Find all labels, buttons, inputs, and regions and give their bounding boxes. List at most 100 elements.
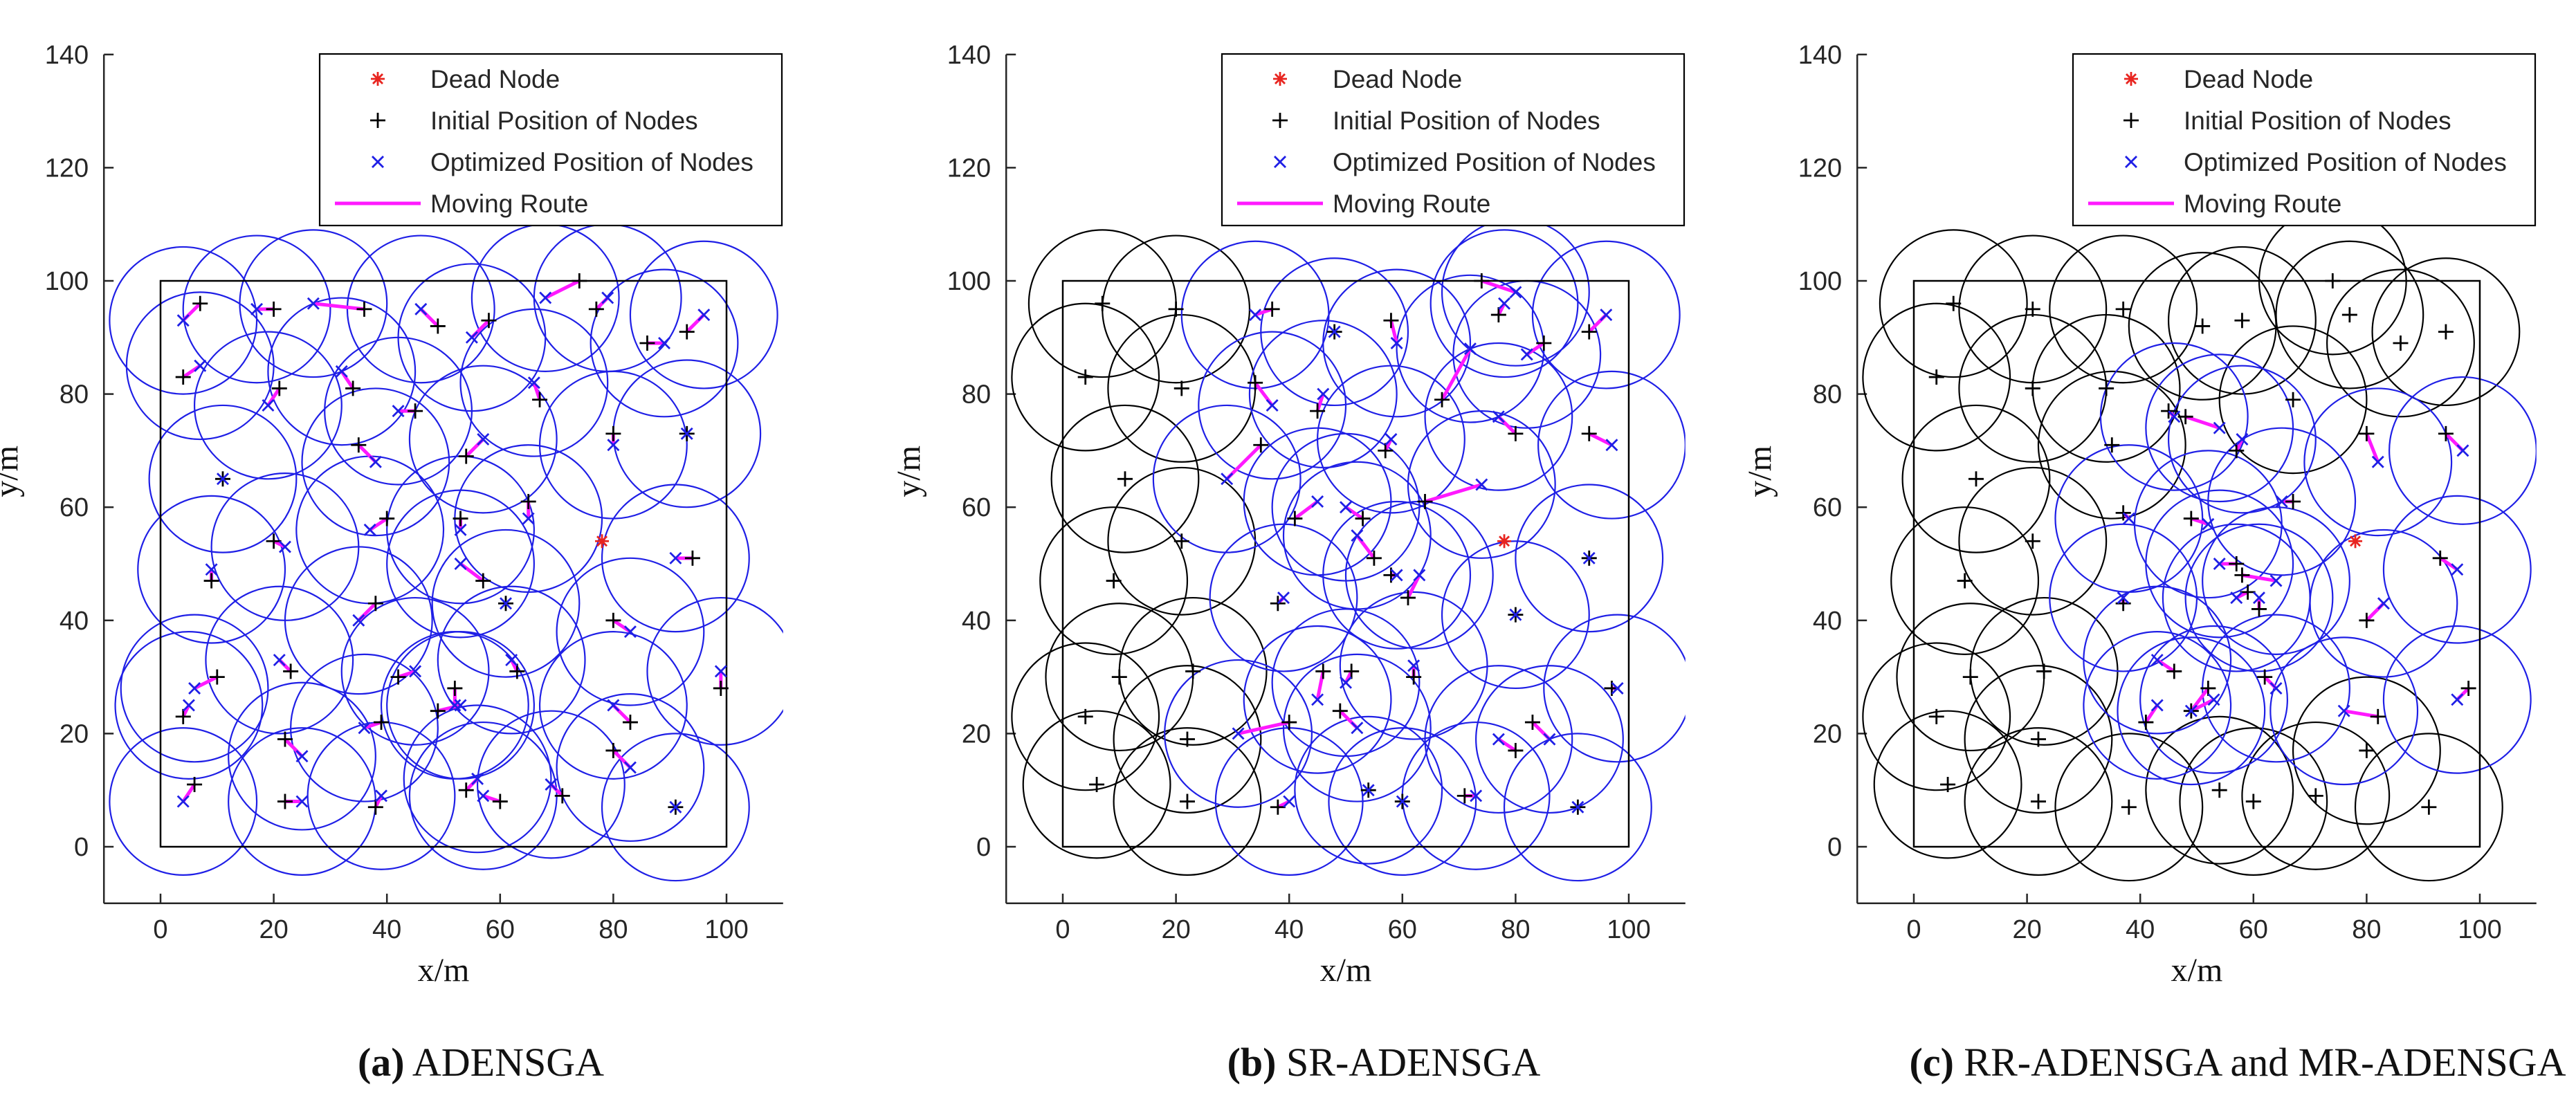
sensing-circle-optimized	[2083, 585, 2232, 735]
caption-letter: (c)	[1910, 1040, 1954, 1085]
initial-node-marker	[2229, 443, 2245, 459]
initial-node-marker	[684, 550, 700, 566]
initial-node-marker	[2359, 425, 2375, 441]
y-tick-label: 80	[60, 380, 89, 410]
moving-route	[1225, 443, 1263, 481]
sensing-circle-optimized	[290, 653, 439, 802]
optimized-node-marker	[1266, 398, 1279, 412]
sensing-circle-optimized	[301, 387, 450, 537]
initial-node-marker	[588, 301, 604, 317]
sensing-circle-optimized	[2269, 636, 2419, 786]
initial-node-marker	[2030, 731, 2046, 747]
initial-node-marker	[2308, 788, 2323, 804]
initial-node-marker	[2234, 567, 2250, 583]
x-tick-label: 80	[599, 915, 628, 944]
optimized-node-marker	[1390, 569, 1403, 582]
moving-route	[1481, 279, 1517, 294]
x-tick-label: 0	[1906, 915, 1921, 944]
sensing-circle-optimized	[148, 404, 298, 553]
initial-node-marker	[1383, 313, 1399, 329]
sensing-circle-initial	[2167, 246, 2317, 395]
optimized-node-marker	[205, 563, 218, 576]
sensing-circle-optimized	[538, 631, 688, 780]
x-axis-label: x/m	[1320, 952, 1372, 989]
initial-node-marker	[2251, 601, 2267, 617]
sensing-circle-optimized	[437, 585, 586, 735]
initial-node-marker	[271, 380, 287, 396]
initial-node-marker	[1253, 437, 1269, 453]
initial-node-marker	[379, 511, 395, 526]
initial-node-marker	[453, 511, 468, 526]
sensing-circle-optimized	[340, 596, 490, 746]
optimized-node-marker	[1611, 681, 1624, 695]
initial-node-marker	[509, 663, 525, 679]
sensing-circle-initial	[1879, 229, 2028, 378]
sensing-circle-optimized	[2303, 387, 2453, 537]
initial-node-marker	[2115, 505, 2131, 521]
sensing-circle-optimized	[2167, 365, 2317, 514]
optimized-node-marker	[358, 722, 371, 735]
sensing-circle-optimized	[590, 268, 739, 418]
optimized-node-marker	[295, 750, 309, 763]
sensing-circle-initial	[2179, 727, 2328, 876]
plot-area	[1011, 217, 1686, 882]
sensing-circle-optimized	[1543, 614, 1686, 763]
optimized-node-marker	[527, 376, 540, 389]
optimized-node-marker	[477, 433, 490, 446]
optimized-node-marker	[250, 302, 264, 315]
legend-label-optimized: Optimized Position of Nodes	[430, 148, 753, 176]
optimized-node-marker	[375, 789, 388, 802]
sensing-circle-optimized	[431, 529, 581, 678]
optimized-node-marker	[1340, 676, 1352, 689]
initial-node-marker	[1332, 703, 1348, 719]
caption-text: ADENSGA	[405, 1040, 605, 1085]
y-tick-label: 100	[1798, 267, 1842, 296]
moving-route	[1238, 720, 1290, 735]
moving-route	[1440, 347, 1472, 401]
optimized-node-marker	[522, 512, 535, 525]
sensing-circle-optimized	[1328, 727, 1477, 876]
monitoring-region	[1061, 279, 1630, 848]
initial-node-marker	[1111, 669, 1127, 685]
initial-node-marker	[2138, 715, 2154, 731]
sensing-circle-initial	[1958, 466, 2108, 616]
initial-node-marker	[1456, 788, 1472, 804]
initial-node-marker	[1928, 708, 1944, 724]
x-tick-label: 80	[2352, 915, 2381, 944]
optimized-node-marker	[2451, 563, 2464, 576]
optimized-node-marker	[295, 795, 309, 808]
optimized-node-marker	[697, 309, 711, 322]
x-tick-label: 60	[1388, 915, 1417, 944]
optimized-node-marker	[601, 291, 614, 304]
y-tick-label: 100	[45, 267, 89, 296]
optimized-node-marker	[1311, 693, 1324, 706]
sensing-circle-optimized	[1164, 659, 1313, 808]
initial-node-marker	[175, 369, 191, 385]
caption-text: RR-ADENSGA and MR-ADENSGA	[1954, 1040, 2566, 1085]
optimized-node-marker	[363, 523, 376, 536]
initial-node-marker	[277, 793, 293, 809]
initial-node-marker	[713, 680, 729, 696]
moving-route	[313, 302, 365, 311]
initial-node-marker	[481, 313, 497, 329]
initial-node-marker	[2460, 680, 2476, 696]
optimized-node-marker	[1463, 342, 1477, 356]
optimized-node-marker	[2207, 693, 2220, 706]
optimized-node-marker	[1277, 591, 1290, 605]
optimized-node-marker	[2275, 495, 2288, 508]
sensing-circle-initial	[2145, 715, 2294, 865]
initial-node-marker	[2104, 437, 2120, 453]
legend-label-initial: Initial Position of Nodes	[430, 107, 698, 135]
y-axis-label: y/m	[1742, 446, 1778, 497]
initial-node-marker	[1524, 715, 1540, 731]
initial-node-marker	[605, 425, 621, 441]
x-axis-label: x/m	[418, 952, 470, 989]
sensing-circle-initial	[1862, 302, 2011, 452]
sensing-circle-initial	[1113, 665, 1262, 814]
x-tick-label: 20	[259, 915, 288, 944]
initial-node-marker	[2257, 669, 2273, 685]
sensing-circle-optimized	[2117, 636, 2266, 786]
x-tick-label: 40	[1275, 915, 1304, 944]
moving-route	[545, 279, 581, 300]
optimized-node-marker	[262, 398, 275, 412]
